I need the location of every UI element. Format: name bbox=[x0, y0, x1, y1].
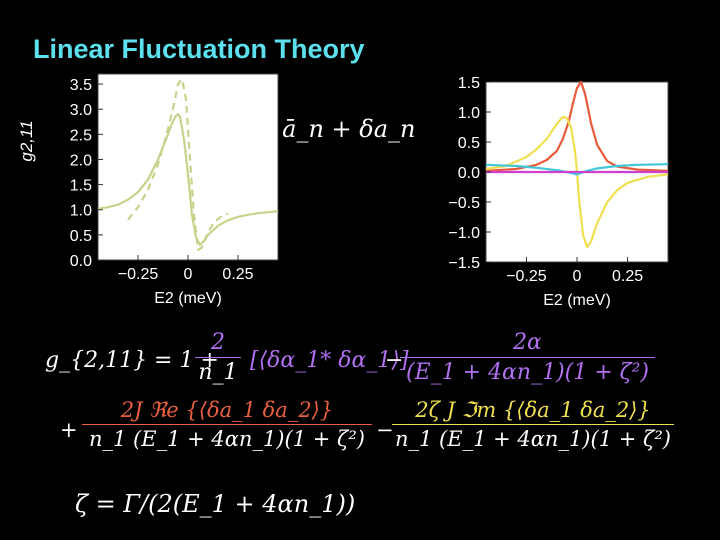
term3-denominator: (E_1 + 4αn_1)(1 + ζ²) bbox=[406, 360, 649, 385]
y-tick-label: −0.5 bbox=[448, 195, 480, 212]
term2-denominator: n_1 bbox=[198, 360, 238, 385]
series-line-1 bbox=[127, 77, 229, 251]
y-tick-label: 3.0 bbox=[70, 102, 92, 119]
x-tick-label: 0 bbox=[573, 268, 582, 285]
slide-title: Linear Fluctuation Theory bbox=[33, 34, 365, 64]
minus-sign-1: − bbox=[385, 348, 404, 373]
y-tick-label: 0.5 bbox=[458, 135, 480, 152]
x-tick-label: −0.25 bbox=[506, 268, 547, 285]
y-tick-label: 0.5 bbox=[70, 228, 92, 245]
y-tick-label: 3.5 bbox=[70, 77, 92, 94]
y-tick-label: 1.5 bbox=[70, 178, 92, 195]
x-axis-label: E2 (meV) bbox=[154, 290, 222, 307]
x-axis-label: E2 (meV) bbox=[543, 292, 611, 309]
series-line-0 bbox=[97, 113, 279, 246]
y-tick-label: −1.5 bbox=[448, 255, 480, 272]
x-tick-label: −0.25 bbox=[118, 266, 159, 283]
x-tick-label: 0.25 bbox=[222, 266, 253, 283]
minus-sign-2: − bbox=[376, 418, 394, 442]
term2-bracket: [⟨δα_1* δα_1⟩] bbox=[250, 348, 409, 373]
y-tick-label: 1.0 bbox=[458, 105, 480, 122]
mapping-equation: â_n ↦ ā_n + δa_n bbox=[205, 115, 416, 143]
fraction-bar bbox=[400, 357, 655, 358]
fraction-bar bbox=[195, 357, 241, 358]
term5-numerator: 2ζ J ℑm {⟨δa_1 δa_2⟩} bbox=[415, 398, 651, 422]
term2-numerator: 2 bbox=[211, 330, 225, 355]
series-line-0 bbox=[485, 80, 669, 172]
term3-numerator: 2α bbox=[513, 330, 542, 355]
term4-numerator: 2J ℜe {⟨δa_1 δa_2⟩} bbox=[120, 398, 334, 422]
x-tick-label: 0 bbox=[184, 266, 193, 283]
g211-lhs: g_{2,11} = 1 + bbox=[45, 348, 219, 373]
term4-denominator: n_1 (E_1 + 4αn_1)(1 + ζ²) bbox=[88, 427, 365, 451]
plus-sign: + bbox=[60, 418, 78, 442]
y-tick-label: 1.5 bbox=[458, 75, 480, 92]
y-tick-label: −1.0 bbox=[448, 225, 480, 242]
y-tick-label: 2.0 bbox=[70, 152, 92, 169]
x-tick-label: 0.25 bbox=[612, 268, 643, 285]
y-axis-label: g2,11 bbox=[20, 120, 36, 161]
y-tick-label: 1.0 bbox=[70, 203, 92, 220]
y-tick-label: 0.0 bbox=[458, 165, 480, 182]
series-line-2 bbox=[485, 163, 669, 176]
zeta-equation: ζ = Γ/(2(E_1 + 4αn_1)) bbox=[75, 490, 356, 518]
term5-denominator: n_1 (E_1 + 4αn_1)(1 + ζ²) bbox=[394, 427, 671, 451]
fraction-bar bbox=[82, 424, 372, 425]
y-tick-label: 0.0 bbox=[70, 253, 92, 270]
y-tick-label: 2.5 bbox=[70, 127, 92, 144]
fraction-bar bbox=[392, 424, 674, 425]
